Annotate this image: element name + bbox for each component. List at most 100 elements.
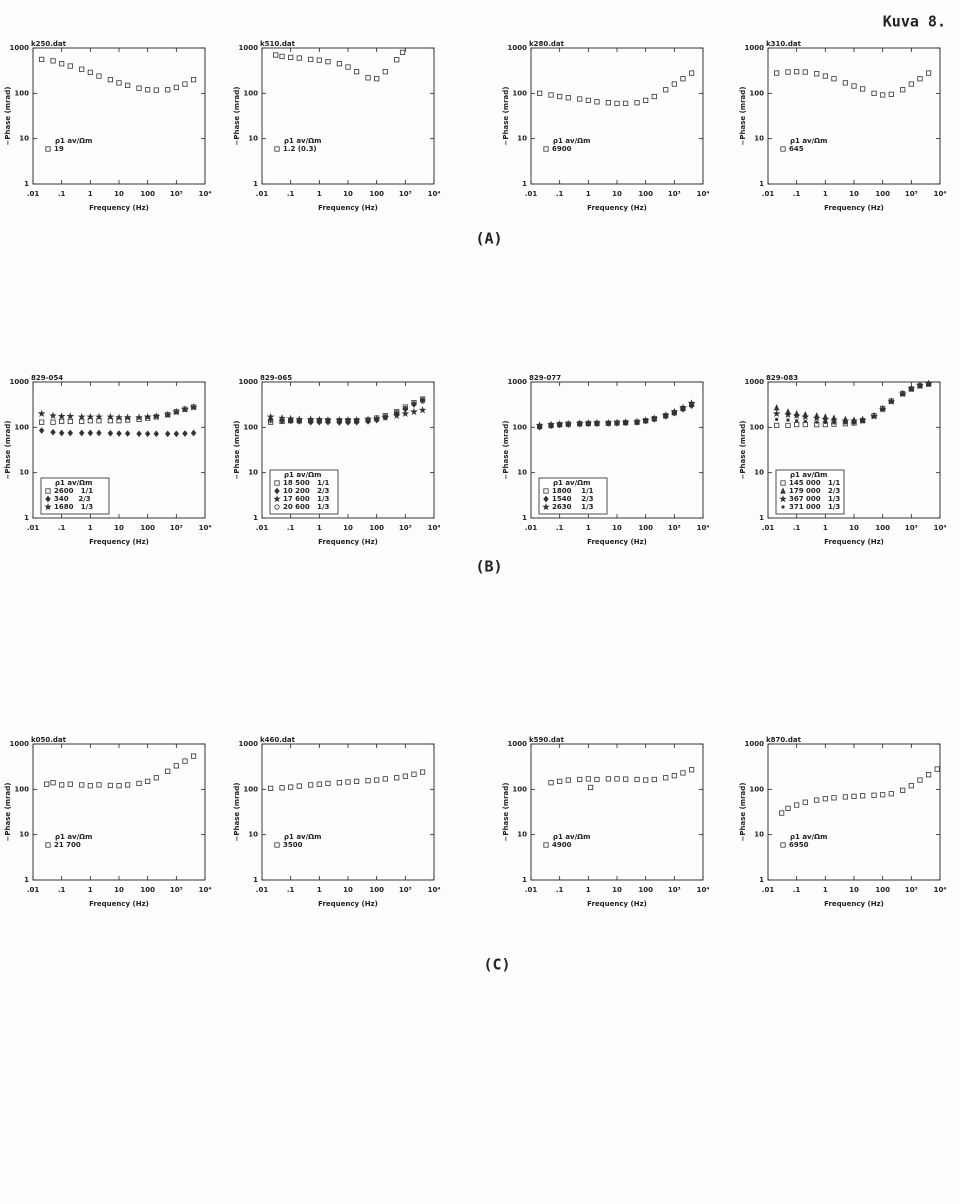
marker <box>784 410 792 418</box>
marker <box>59 61 65 67</box>
marker <box>288 54 294 61</box>
y-tick-label: 100 <box>243 89 258 97</box>
x-tick-label: 10³ <box>399 190 412 198</box>
panel-label: (B) <box>475 558 502 576</box>
y-tick-label: 1 <box>253 180 258 188</box>
marker <box>123 413 132 421</box>
x-tick-label: .1 <box>793 524 801 532</box>
marker <box>107 782 113 789</box>
marker <box>182 430 188 437</box>
y-tick-label: 1000 <box>508 378 528 386</box>
marker <box>136 430 142 438</box>
legend-marker <box>45 488 51 494</box>
marker <box>663 775 669 781</box>
marker <box>278 414 286 422</box>
marker <box>50 428 56 436</box>
marker <box>823 420 827 425</box>
x-axis-label: Frequency (Hz) <box>318 900 378 908</box>
marker <box>909 387 913 391</box>
legend-title: ρ1 av/Ωm <box>553 137 590 145</box>
marker <box>785 805 791 811</box>
legend-title: ρ1 av/Ωm <box>553 833 590 841</box>
marker <box>889 400 893 404</box>
y-tick-label: 1000 <box>239 44 259 52</box>
marker <box>585 97 591 103</box>
x-tick-label: 100 <box>638 190 653 198</box>
marker <box>794 802 800 808</box>
marker <box>419 769 426 775</box>
y-axis-label: −Phase (mrad) <box>233 421 241 480</box>
marker <box>801 412 810 421</box>
chart: k310.dat Frequency (Hz) −Phase (mrad) .01 .1… <box>739 40 946 212</box>
x-tick-label: 10 <box>849 524 859 532</box>
marker <box>96 782 102 788</box>
chart-title: k460.dat <box>260 736 296 744</box>
x-tick-label: .1 <box>793 190 801 198</box>
y-tick-label: 1000 <box>745 740 765 748</box>
x-tick-label: 10 <box>114 886 124 894</box>
y-tick-label: 100 <box>243 785 258 793</box>
marker <box>643 97 649 103</box>
x-tick-label: 100 <box>140 524 155 532</box>
legend-label: 6950 <box>789 841 809 849</box>
marker <box>594 99 600 105</box>
x-axis-label: Frequency (Hz) <box>824 538 884 546</box>
x-tick-label: .1 <box>58 886 66 894</box>
marker <box>279 418 285 424</box>
marker <box>374 416 380 422</box>
legend-label: 367 000 1/3 <box>789 495 840 503</box>
x-tick-label: .01 <box>27 524 40 532</box>
y-tick-label: 10 <box>19 135 29 143</box>
marker <box>843 421 847 425</box>
marker <box>87 418 93 424</box>
x-tick-label: .1 <box>287 524 295 532</box>
y-tick-label: 1 <box>759 876 764 884</box>
marker <box>316 57 322 63</box>
x-tick-label: 10³ <box>668 190 681 198</box>
chart: 829-065 Frequency (Hz) −Phase (mrad) .01 .1 1… <box>233 374 440 546</box>
marker <box>296 418 302 424</box>
marker <box>900 87 906 93</box>
marker <box>172 407 181 416</box>
marker <box>182 758 188 764</box>
y-axis-label: −Phase (mrad) <box>739 421 747 480</box>
marker <box>173 430 180 438</box>
marker <box>39 56 45 63</box>
marker <box>679 403 687 412</box>
chart-title: k510.dat <box>260 40 296 48</box>
marker <box>815 420 819 424</box>
x-tick-label: 10³ <box>668 524 681 532</box>
marker <box>394 410 400 416</box>
marker <box>59 418 65 425</box>
chart-title: k250.dat <box>31 40 67 48</box>
marker <box>584 419 593 427</box>
y-tick-label: 100 <box>512 423 527 431</box>
marker <box>394 775 400 781</box>
marker <box>382 414 388 420</box>
marker <box>266 412 275 421</box>
marker <box>49 411 57 420</box>
marker <box>925 772 932 778</box>
legend-label: 1540 2/3 <box>552 495 594 503</box>
x-tick-label: 10³ <box>399 524 412 532</box>
marker <box>125 782 131 788</box>
marker <box>336 418 342 424</box>
y-axis-label: −Phase (mrad) <box>4 783 12 842</box>
x-tick-label: 1 <box>586 886 591 894</box>
marker <box>593 418 601 427</box>
marker <box>548 780 554 786</box>
chart-title: k050.dat <box>31 736 67 744</box>
x-axis-label: Frequency (Hz) <box>89 900 149 908</box>
figure-label: Kuva 8. <box>883 13 946 31</box>
marker <box>623 100 629 106</box>
legend-title: ρ1 av/Ωm <box>790 833 827 841</box>
marker <box>535 421 544 429</box>
marker <box>374 777 380 783</box>
x-tick-label: 10³ <box>170 886 183 894</box>
marker <box>792 411 801 420</box>
marker <box>814 797 820 803</box>
marker <box>144 430 151 438</box>
marker <box>145 87 151 93</box>
x-axis-label: Frequency (Hz) <box>824 204 884 212</box>
marker <box>116 430 122 437</box>
